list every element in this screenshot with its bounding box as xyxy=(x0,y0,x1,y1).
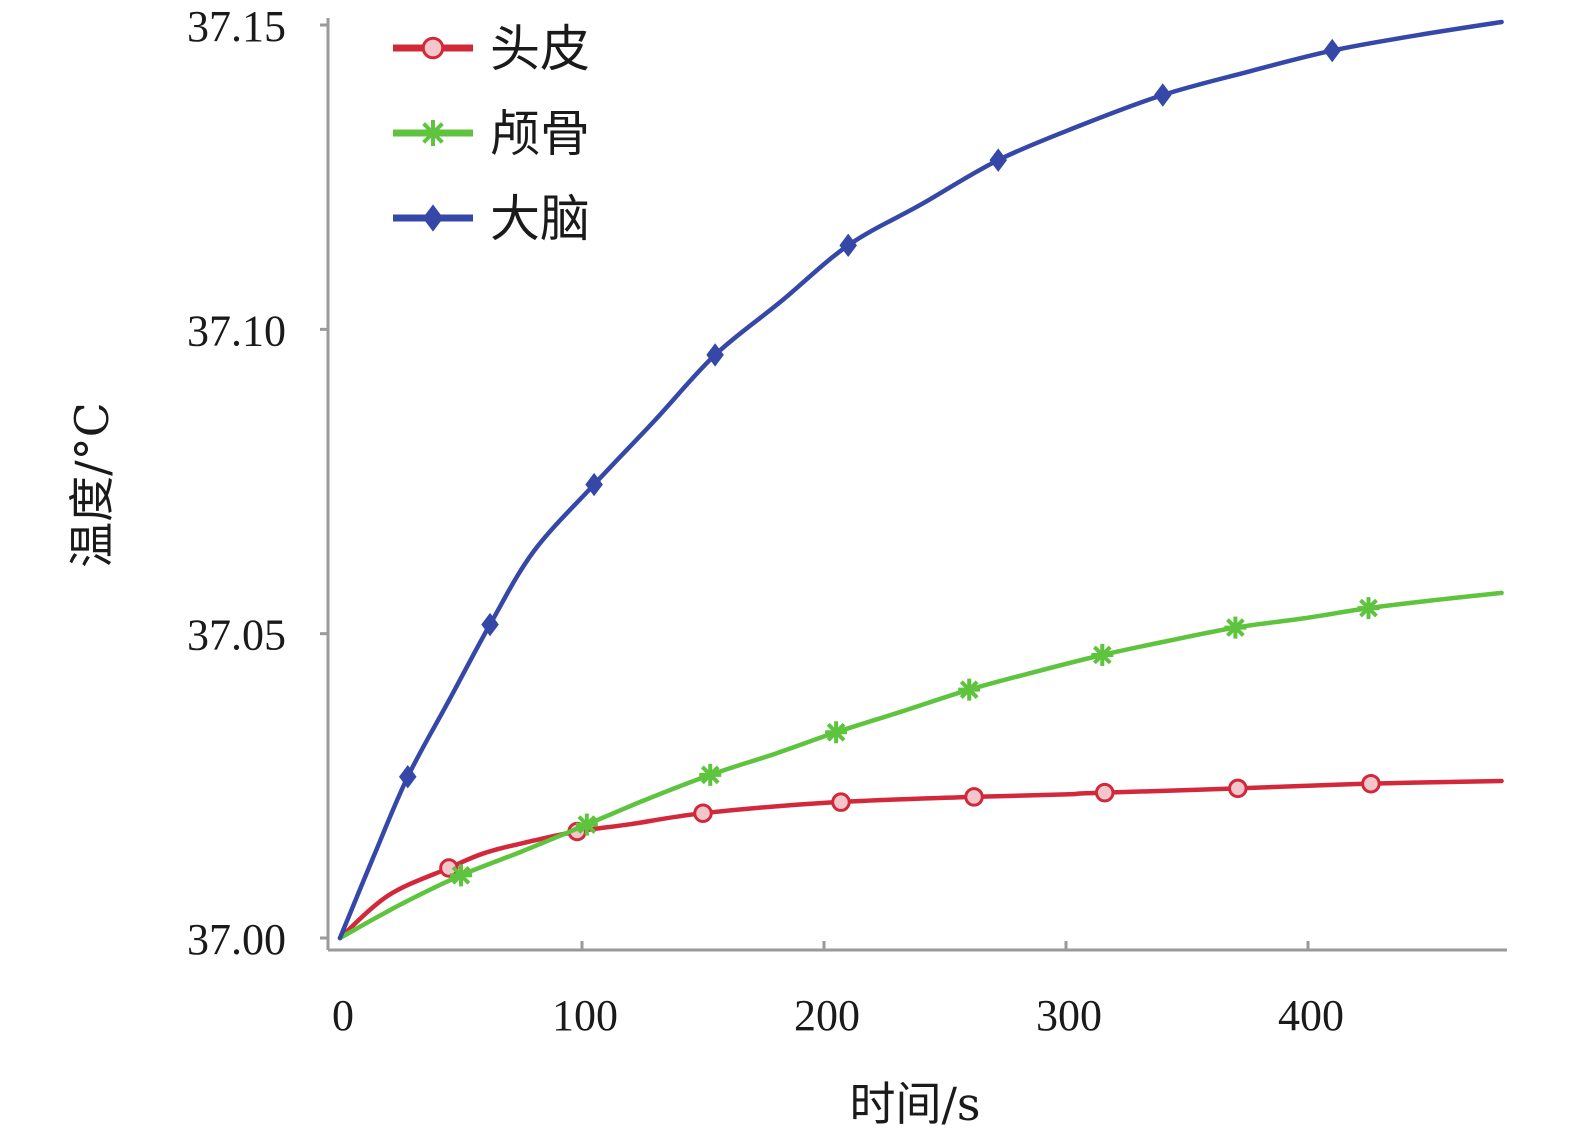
series-line xyxy=(337,19,1504,941)
x-axis-title: 时间/s xyxy=(849,1077,980,1131)
data-point-marker xyxy=(1228,778,1248,799)
data-point-marker xyxy=(839,233,857,258)
axes xyxy=(326,18,1507,952)
data-point-marker xyxy=(989,148,1008,172)
x-tick-label: 300 xyxy=(1036,991,1102,1040)
data-point-marker xyxy=(421,36,445,60)
y-axis-title: 温度/°C xyxy=(65,402,119,568)
x-tick-label: 100 xyxy=(552,991,618,1040)
ticks xyxy=(320,23,1310,950)
data-point-marker xyxy=(825,721,848,744)
legend-item: 大脑 xyxy=(393,190,590,248)
series-2 xyxy=(337,590,1504,941)
data-point-marker xyxy=(575,813,598,836)
x-tick-label: 0 xyxy=(332,991,354,1040)
data-point-marker xyxy=(1154,83,1172,107)
x-tick-label: 400 xyxy=(1278,991,1344,1040)
y-tick-label: 37.15 xyxy=(187,2,286,51)
data-point-marker xyxy=(1323,38,1341,63)
data-point-marker xyxy=(693,803,713,823)
data-point-marker xyxy=(706,343,724,367)
data-point-marker xyxy=(958,678,981,701)
series-line xyxy=(337,590,1504,941)
y-tick-label: 37.00 xyxy=(187,915,286,964)
data-point-marker xyxy=(398,765,417,789)
data-point-marker xyxy=(1357,597,1380,620)
series-1 xyxy=(337,773,1504,941)
series-line xyxy=(337,778,1504,941)
series-3 xyxy=(337,19,1504,941)
legend-item: 头皮 xyxy=(393,20,590,78)
data-point-marker xyxy=(420,120,446,146)
legend-item: 颅骨 xyxy=(393,105,590,163)
data-point-marker xyxy=(422,204,444,232)
data-point-marker xyxy=(1091,643,1114,666)
data-point-marker xyxy=(1361,773,1381,794)
tick-labels: 0 100 200 300 400 37.00 37.05 37.10 37.15 xyxy=(187,2,1344,1040)
data-point-marker xyxy=(1094,782,1115,803)
y-tick-label: 37.10 xyxy=(187,306,286,355)
data-point-marker xyxy=(585,472,603,497)
legend-label: 颅骨 xyxy=(490,105,590,163)
legend-label: 头皮 xyxy=(490,20,590,78)
data-point-marker xyxy=(439,858,459,878)
series-layer xyxy=(337,19,1504,941)
data-point-marker xyxy=(964,787,984,807)
data-point-marker xyxy=(699,763,722,786)
y-tick-label: 37.05 xyxy=(187,611,286,660)
x-tick-label: 200 xyxy=(794,991,860,1040)
data-point-marker xyxy=(481,612,499,637)
data-point-marker xyxy=(1224,616,1247,639)
data-point-marker xyxy=(831,792,851,812)
data-point-marker xyxy=(450,864,472,887)
legend-label: 大脑 xyxy=(490,190,590,248)
